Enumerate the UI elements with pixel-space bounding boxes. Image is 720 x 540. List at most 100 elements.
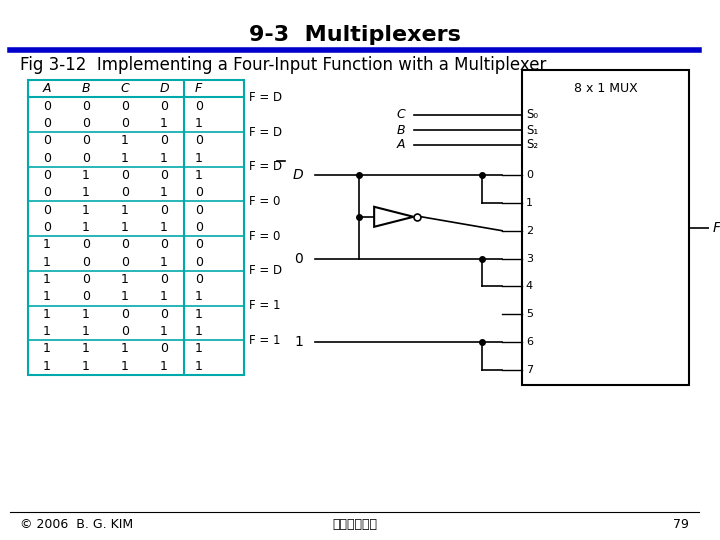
Text: 0: 0 xyxy=(160,238,168,251)
Text: 0: 0 xyxy=(121,308,129,321)
Text: 0: 0 xyxy=(82,117,90,130)
Text: F = 0: F = 0 xyxy=(249,230,281,242)
Text: 0: 0 xyxy=(160,169,168,182)
Text: 1: 1 xyxy=(121,134,129,147)
Text: F = D: F = D xyxy=(249,91,282,104)
Text: 0: 0 xyxy=(82,134,90,147)
Text: 0: 0 xyxy=(43,134,51,147)
Text: 0: 0 xyxy=(194,238,203,251)
Text: 1: 1 xyxy=(160,186,168,199)
Text: 1: 1 xyxy=(82,342,90,355)
Text: 1: 1 xyxy=(43,325,51,338)
Text: 디지털시스템: 디지털시스템 xyxy=(332,518,377,531)
Text: 0: 0 xyxy=(526,170,533,180)
Text: A: A xyxy=(42,82,51,95)
Text: 0: 0 xyxy=(121,256,129,269)
Text: 2: 2 xyxy=(526,226,533,236)
Text: F = D: F = D xyxy=(249,160,282,173)
Text: F = 1: F = 1 xyxy=(249,299,281,312)
Text: 0: 0 xyxy=(160,273,168,286)
Text: 1: 1 xyxy=(121,291,129,303)
Text: 0: 0 xyxy=(160,134,168,147)
Text: 1: 1 xyxy=(121,204,129,217)
Text: 1: 1 xyxy=(43,291,51,303)
Text: F = 1: F = 1 xyxy=(249,334,281,347)
Text: 1: 1 xyxy=(121,273,129,286)
Text: 0: 0 xyxy=(194,204,203,217)
Text: 1: 1 xyxy=(43,360,51,373)
Text: 0: 0 xyxy=(194,186,203,199)
Text: 1: 1 xyxy=(526,198,533,208)
Text: 1: 1 xyxy=(194,291,202,303)
Text: 3: 3 xyxy=(526,254,533,264)
Text: 0: 0 xyxy=(43,117,51,130)
Text: 0: 0 xyxy=(43,186,51,199)
Text: 1: 1 xyxy=(82,360,90,373)
Text: F = D: F = D xyxy=(249,126,282,139)
Text: © 2006  B. G. KIM: © 2006 B. G. KIM xyxy=(19,518,132,531)
Text: F: F xyxy=(713,220,720,234)
Text: 0: 0 xyxy=(82,99,90,112)
Text: S₂: S₂ xyxy=(526,138,538,152)
Text: 6: 6 xyxy=(526,337,533,347)
Text: 0: 0 xyxy=(160,342,168,355)
Text: 1: 1 xyxy=(194,360,202,373)
Text: 1: 1 xyxy=(160,291,168,303)
Text: 1: 1 xyxy=(82,325,90,338)
Text: 1: 1 xyxy=(43,342,51,355)
Text: 1: 1 xyxy=(160,325,168,338)
Text: 0: 0 xyxy=(82,256,90,269)
Text: 0: 0 xyxy=(160,99,168,112)
Polygon shape xyxy=(374,207,413,227)
Text: 0: 0 xyxy=(194,256,203,269)
Text: 0: 0 xyxy=(43,221,51,234)
Text: A: A xyxy=(397,138,405,152)
Text: 0: 0 xyxy=(43,152,51,165)
Bar xyxy=(27,80,244,375)
Text: F: F xyxy=(195,82,202,95)
Text: 0: 0 xyxy=(43,169,51,182)
Text: 0: 0 xyxy=(121,169,129,182)
Bar xyxy=(522,70,689,385)
Text: 1: 1 xyxy=(82,221,90,234)
Text: 0: 0 xyxy=(194,134,203,147)
Text: F = 0: F = 0 xyxy=(249,195,281,208)
Text: C: C xyxy=(397,109,405,122)
Text: 0: 0 xyxy=(160,204,168,217)
Text: S₀: S₀ xyxy=(526,109,538,122)
Text: B: B xyxy=(397,124,405,137)
Text: 0: 0 xyxy=(82,152,90,165)
Text: 1: 1 xyxy=(194,169,202,182)
Text: 0: 0 xyxy=(194,221,203,234)
Text: 1: 1 xyxy=(121,221,129,234)
Text: 1: 1 xyxy=(160,152,168,165)
Text: 0: 0 xyxy=(121,117,129,130)
Text: 0: 0 xyxy=(82,273,90,286)
Text: 0: 0 xyxy=(121,99,129,112)
Text: 0: 0 xyxy=(82,238,90,251)
Text: D: D xyxy=(159,82,169,95)
Text: 1: 1 xyxy=(43,273,51,286)
Text: 1: 1 xyxy=(82,308,90,321)
Text: 1: 1 xyxy=(43,256,51,269)
Text: 0: 0 xyxy=(43,99,51,112)
Text: 1: 1 xyxy=(82,204,90,217)
Text: 1: 1 xyxy=(160,221,168,234)
Text: 1: 1 xyxy=(43,238,51,251)
Text: 0: 0 xyxy=(121,238,129,251)
Text: B: B xyxy=(82,82,91,95)
Text: 0: 0 xyxy=(82,291,90,303)
Text: 1: 1 xyxy=(121,152,129,165)
Text: F = D: F = D xyxy=(249,265,282,278)
Text: 0: 0 xyxy=(121,186,129,199)
Text: 1: 1 xyxy=(121,360,129,373)
Text: 1: 1 xyxy=(82,186,90,199)
Text: 0: 0 xyxy=(294,252,303,266)
Text: 0: 0 xyxy=(160,308,168,321)
Text: 0: 0 xyxy=(43,204,51,217)
Text: 1: 1 xyxy=(43,308,51,321)
Text: 0: 0 xyxy=(194,273,203,286)
Text: 1: 1 xyxy=(160,360,168,373)
Text: D: D xyxy=(292,168,303,182)
Text: 1: 1 xyxy=(194,152,202,165)
